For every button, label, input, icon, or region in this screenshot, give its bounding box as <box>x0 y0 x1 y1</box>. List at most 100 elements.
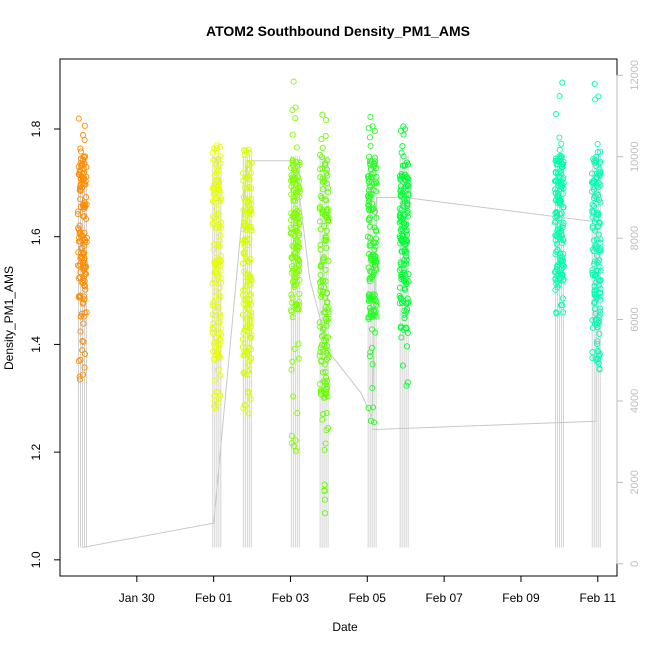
data-point <box>372 329 379 336</box>
data-point <box>365 175 372 182</box>
data-point <box>239 260 246 267</box>
data-point <box>402 279 410 286</box>
data-point <box>290 442 297 450</box>
data-point <box>217 280 225 287</box>
data-point <box>288 229 295 236</box>
data-point <box>77 313 85 320</box>
data-point <box>403 382 410 389</box>
series-cluster <box>74 115 90 383</box>
data-point <box>556 134 563 141</box>
data-point <box>246 161 253 168</box>
data-point <box>366 134 373 141</box>
data-point <box>555 179 562 186</box>
data-point <box>592 215 599 222</box>
y-tick-label: 1.6 <box>29 228 43 245</box>
data-point <box>373 180 380 187</box>
data-point <box>296 162 303 169</box>
data-point <box>322 233 329 240</box>
scatter-points-layer <box>74 78 604 517</box>
data-point <box>245 146 252 153</box>
data-point <box>83 263 90 270</box>
data-point <box>325 354 332 361</box>
data-point <box>373 164 380 172</box>
data-point <box>292 437 299 444</box>
data-point <box>241 370 248 377</box>
data-point <box>369 291 376 298</box>
data-point <box>77 187 84 195</box>
right-tick-label: 6000 <box>629 307 641 331</box>
data-point <box>403 256 410 264</box>
data-point <box>588 170 596 177</box>
data-point <box>292 115 299 122</box>
data-point <box>215 260 222 267</box>
data-point <box>595 231 602 238</box>
data-point <box>213 265 220 272</box>
data-point <box>592 316 599 323</box>
data-point <box>593 279 600 286</box>
data-point <box>400 123 407 130</box>
data-point <box>215 366 222 373</box>
data-point <box>319 186 326 193</box>
data-point <box>242 147 249 154</box>
data-point <box>81 160 88 167</box>
data-point <box>555 281 562 288</box>
data-point <box>372 256 379 263</box>
data-point <box>403 308 410 315</box>
data-point <box>217 160 224 167</box>
series-cluster <box>316 111 332 517</box>
data-point <box>292 300 299 307</box>
data-point <box>295 340 302 347</box>
data-point <box>77 196 84 203</box>
data-point <box>210 356 217 363</box>
data-point <box>560 219 567 227</box>
data-point <box>320 411 327 418</box>
data-point <box>80 313 87 320</box>
data-point <box>589 354 596 362</box>
data-point <box>247 395 254 403</box>
data-point <box>317 192 324 200</box>
data-point <box>595 93 602 100</box>
data-point <box>591 218 599 225</box>
data-point <box>317 151 324 158</box>
data-point <box>240 287 247 294</box>
data-point <box>321 446 328 454</box>
data-point <box>368 344 376 351</box>
data-point <box>365 264 372 271</box>
data-point <box>371 180 378 187</box>
data-point <box>317 226 324 233</box>
data-point <box>317 349 324 356</box>
data-point <box>367 268 374 275</box>
data-point <box>79 371 87 378</box>
data-point <box>293 448 300 455</box>
y-tick-label: 1.0 <box>29 551 43 568</box>
data-point <box>324 180 331 187</box>
data-point <box>215 221 223 228</box>
data-point <box>78 253 85 260</box>
data-point <box>401 311 408 318</box>
data-point <box>403 343 411 350</box>
data-point <box>596 246 603 254</box>
data-point <box>245 389 252 396</box>
data-point <box>292 169 299 176</box>
data-point <box>405 271 412 278</box>
data-point <box>322 440 329 447</box>
data-point <box>322 510 329 517</box>
data-point <box>296 301 303 308</box>
data-point <box>215 337 223 344</box>
data-point <box>592 96 599 103</box>
data-point <box>590 195 597 202</box>
data-point <box>293 158 300 166</box>
data-point <box>398 334 405 341</box>
data-point <box>244 185 251 192</box>
data-point <box>83 309 90 316</box>
data-point <box>324 355 331 363</box>
data-point <box>595 349 602 356</box>
data-point <box>288 269 295 276</box>
data-point <box>596 311 603 319</box>
data-point <box>296 290 303 297</box>
data-point <box>397 183 405 190</box>
data-point <box>81 154 88 161</box>
data-point <box>240 177 247 184</box>
data-point <box>559 271 566 278</box>
